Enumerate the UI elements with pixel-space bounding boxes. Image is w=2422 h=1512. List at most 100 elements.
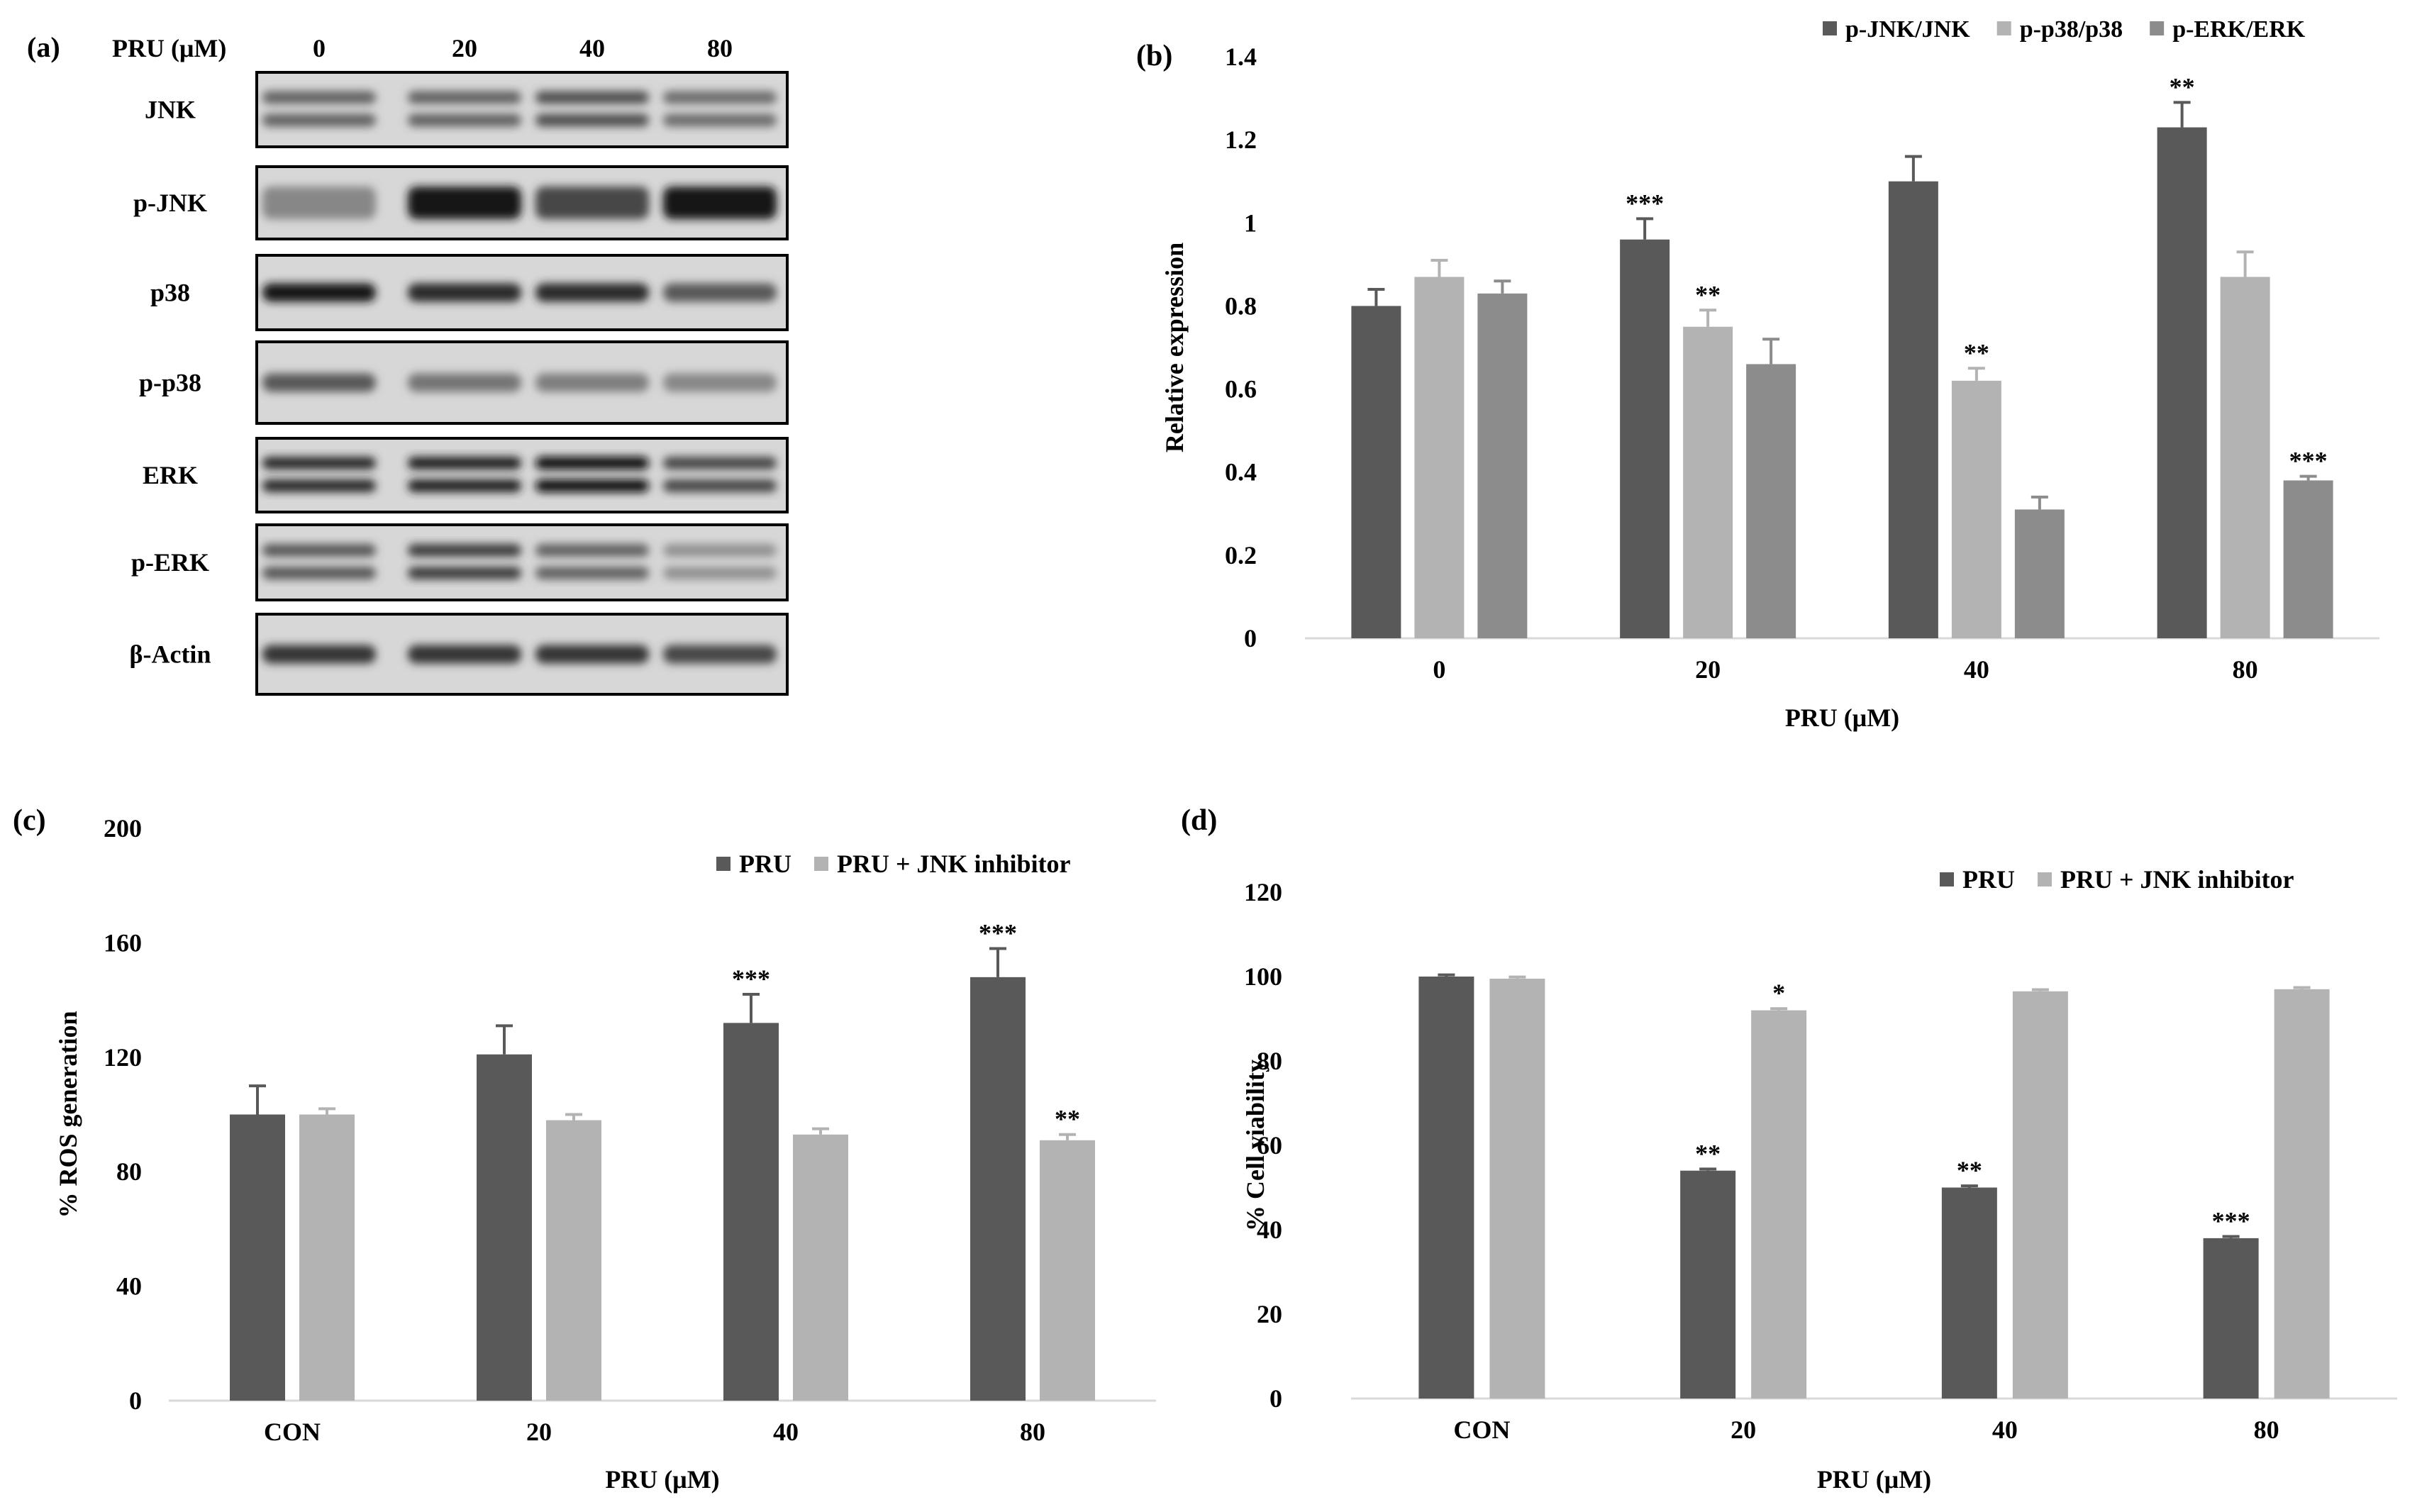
blot-band xyxy=(262,479,376,492)
legend-entry-pru-jnk-inhibitor: PRU + JNK inhibitor xyxy=(837,850,1071,878)
blot-band xyxy=(535,187,649,219)
x-axis-label: PRU (μM) xyxy=(1817,1465,1931,1494)
blot-row-actin: β-Actin xyxy=(130,613,789,696)
bar-p-p38-p38-20 xyxy=(1683,326,1733,638)
blot-band xyxy=(262,567,376,579)
blot-band xyxy=(408,283,521,302)
bar-pru-jnk-inhibitor-80 xyxy=(2274,989,2330,1399)
blot-band xyxy=(535,567,649,579)
blot-band xyxy=(535,544,649,557)
blot-band xyxy=(535,91,649,104)
x-tick-label-40: 40 xyxy=(773,1418,799,1446)
lane-label-80: 80 xyxy=(707,34,733,62)
blot-row-label: ERK xyxy=(143,461,198,489)
bar-p-erk-erk-0 xyxy=(1477,293,1528,638)
legend-entry-p-jnk-jnk: p-JNK/JNK xyxy=(1845,16,1970,43)
blot-frame xyxy=(255,437,789,513)
y-axis-label: % Cell viability xyxy=(1241,1060,1270,1231)
legend-entry-pru: PRU xyxy=(739,850,791,878)
x-tick-label-con: CON xyxy=(1453,1416,1510,1444)
blot-band xyxy=(663,544,777,557)
bar-p-p38-p38-40 xyxy=(1951,380,2001,638)
significance-label: ** xyxy=(1964,338,1989,367)
y-tick-label: 0 xyxy=(129,1386,142,1415)
blot-row-label: p-JNK xyxy=(133,189,207,217)
y-tick-label: 0 xyxy=(1270,1384,1282,1413)
y-axis-label: Relative expression xyxy=(1160,243,1189,452)
blot-header-label: PRU (μM) xyxy=(112,34,226,62)
legend-swatch xyxy=(2038,872,2052,886)
blot-frame xyxy=(255,613,789,696)
y-tick-label: 200 xyxy=(104,814,142,843)
significance-label: *** xyxy=(979,918,1017,947)
bar-pru-40 xyxy=(1941,1187,1997,1399)
legend: PRU PRU + JNK inhibitor xyxy=(1940,865,2294,894)
x-tick-label-80: 80 xyxy=(1020,1418,1045,1446)
bar-pru-jnk-inhibitor-con xyxy=(1489,978,1545,1399)
blot-row-jnk: JNK xyxy=(145,71,789,148)
blot-band xyxy=(663,91,777,104)
y-tick-label: 1.4 xyxy=(1225,43,1257,71)
blot-band xyxy=(535,283,649,302)
y-tick-label: 40 xyxy=(116,1272,142,1301)
blot-row-label: β-Actin xyxy=(130,640,211,669)
blot-row-label: p38 xyxy=(150,279,190,307)
bar-pru-jnk-inhibitor-80 xyxy=(1040,1140,1095,1401)
blot-row-label: JNK xyxy=(145,96,196,124)
x-tick-label-con: CON xyxy=(264,1418,321,1446)
legend-swatch xyxy=(2150,21,2165,35)
legend-swatch xyxy=(1940,872,1954,886)
lane-label-0: 0 xyxy=(313,34,326,62)
blot-band xyxy=(408,645,521,664)
blot-background xyxy=(257,525,787,600)
y-tick-label: 1.2 xyxy=(1225,126,1257,154)
legend-entry-pru: PRU xyxy=(1962,865,2015,894)
blot-band xyxy=(663,567,777,579)
bar-pru-jnk-inhibitor-20 xyxy=(546,1120,601,1401)
blot-band xyxy=(262,544,376,557)
y-tick-label: 0.2 xyxy=(1225,541,1257,569)
significance-label: * xyxy=(1772,979,1785,1007)
significance-label: *** xyxy=(2289,447,2328,475)
blot-band xyxy=(535,373,649,392)
panel-b-label: (b) xyxy=(1136,40,1172,72)
blot-band xyxy=(663,373,777,392)
blot-band xyxy=(663,283,777,302)
blot-band xyxy=(663,113,777,127)
bar-pru-con xyxy=(1418,977,1474,1399)
y-axis-label: % ROS generation xyxy=(54,1011,82,1218)
blot-band xyxy=(663,645,777,664)
legend-entry-pru-jnk-inhibitor: PRU + JNK inhibitor xyxy=(2060,865,2294,894)
blot-band xyxy=(408,113,521,127)
bar-p-erk-erk-40 xyxy=(2014,509,2065,638)
significance-label: *** xyxy=(1626,189,1664,217)
blot-band xyxy=(535,457,649,469)
panel-d-label: (d) xyxy=(1181,804,1217,837)
significance-label: *** xyxy=(2212,1207,2250,1235)
blot-background xyxy=(257,438,787,512)
lane-label-20: 20 xyxy=(452,34,477,62)
blot-frame xyxy=(255,71,789,148)
x-axis-label: PRU (μM) xyxy=(1785,704,1899,732)
blot-frame xyxy=(255,523,789,601)
bar-pru-jnk-inhibitor-40 xyxy=(2012,991,2068,1399)
blot-row-label: p-ERK xyxy=(131,548,209,577)
blot-band xyxy=(663,479,777,492)
x-tick-label-20: 20 xyxy=(526,1418,552,1446)
blot-band xyxy=(262,645,376,664)
blot-row-p-p38: p-p38 xyxy=(139,340,789,425)
blot-row-p38: p38 xyxy=(150,254,789,331)
blot-band xyxy=(535,113,649,127)
blot-band xyxy=(408,373,521,392)
panel-c-label: (c) xyxy=(13,804,46,837)
blot-row-p-erk: p-ERK xyxy=(131,523,789,601)
legend-swatch xyxy=(716,857,731,871)
x-axis-label: PRU (μM) xyxy=(605,1465,719,1494)
blot-band xyxy=(408,479,521,492)
x-tick-label-20: 20 xyxy=(1731,1416,1756,1444)
bar-p-erk-erk-20 xyxy=(1746,364,1796,638)
bar-pru-con xyxy=(230,1114,285,1401)
y-tick-label: 60 xyxy=(1257,1131,1282,1160)
blot-rows: JNK p-JNK p38 p-p38 ERK p-ERK β-Actin xyxy=(130,71,789,696)
